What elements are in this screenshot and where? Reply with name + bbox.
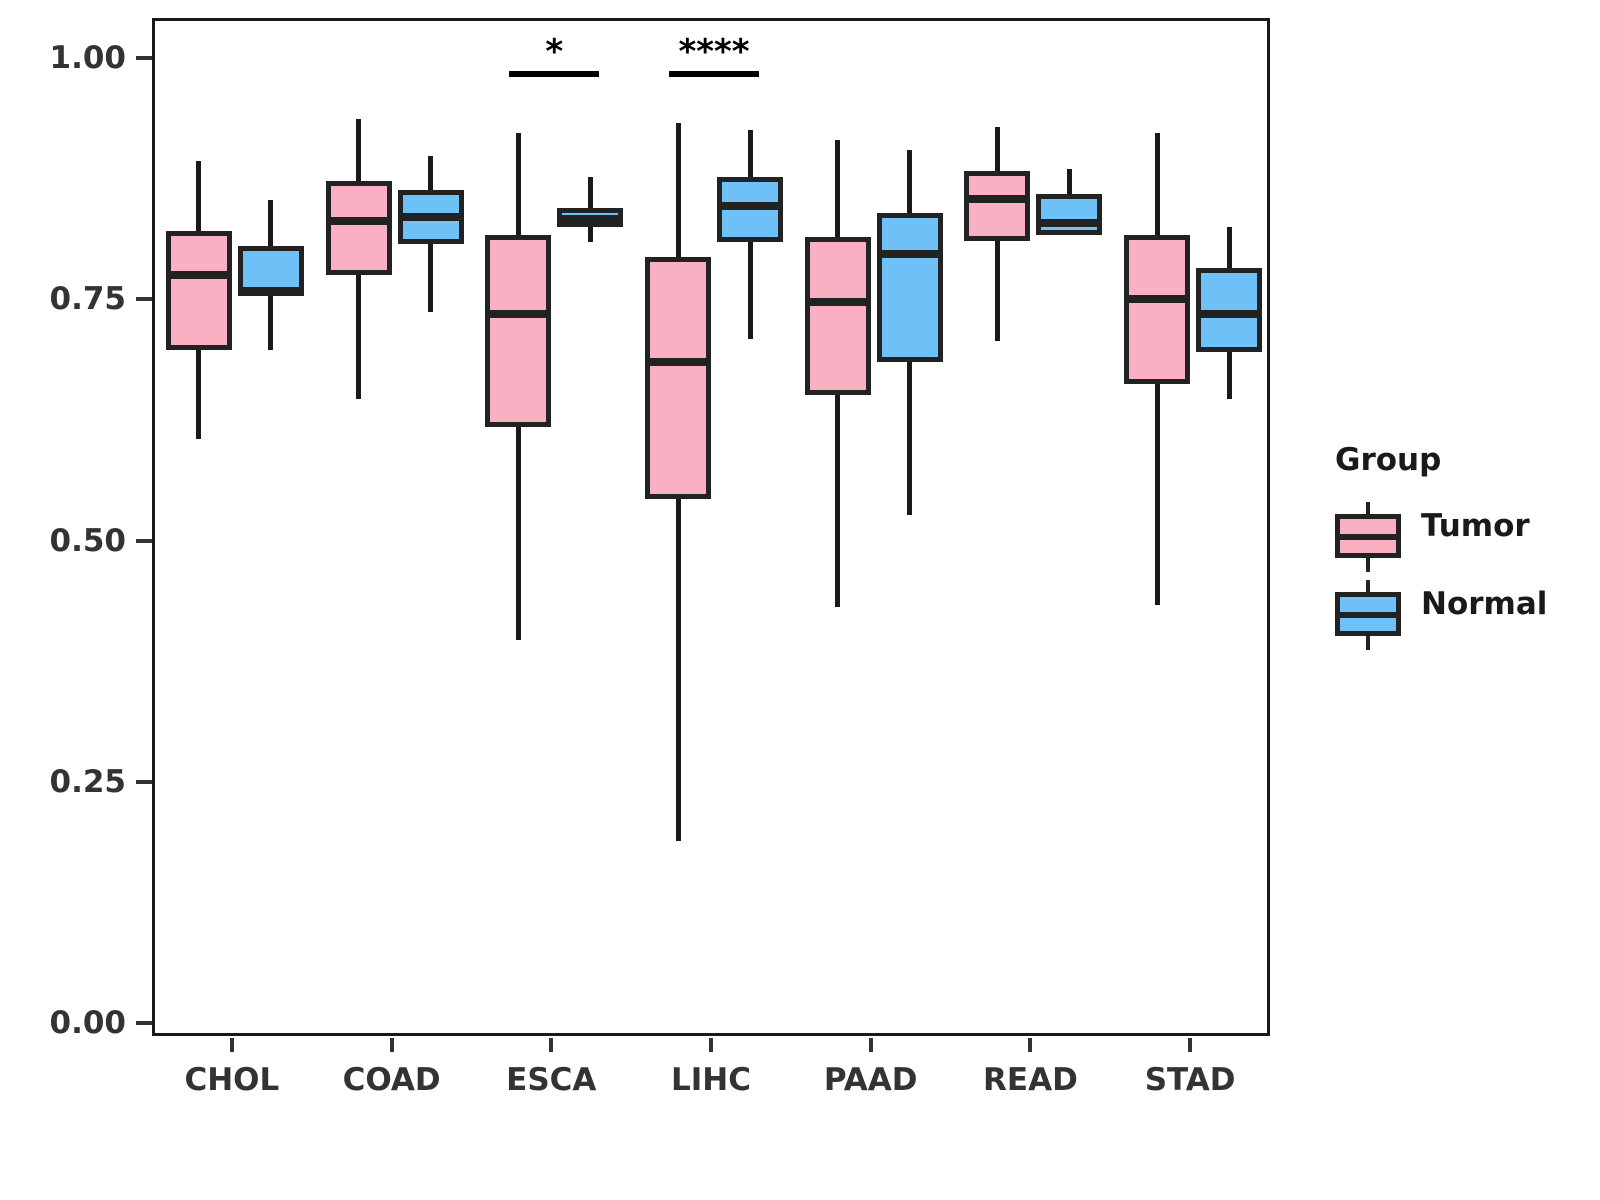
x-tick-label: ESCA (506, 1062, 597, 1098)
box-tumor-stad (1124, 234, 1191, 385)
x-tick-label: LIHC (671, 1062, 751, 1098)
legend-key-whisker-bottom (1366, 558, 1370, 572)
box-tumor-coad (325, 180, 392, 276)
box-normal-read (1036, 194, 1103, 235)
box-tumor-read (964, 171, 1031, 242)
box-median-line (325, 217, 392, 226)
y-tick-mark (136, 538, 152, 543)
y-tick-mark (136, 1021, 152, 1025)
box-tumor-lihc (645, 256, 711, 500)
legend-key-whisker-bottom (1366, 636, 1370, 650)
box-median-line (1196, 309, 1263, 318)
significance-label: * (545, 31, 564, 72)
x-tick-label: READ (983, 1062, 1078, 1098)
legend-key-median (1335, 534, 1401, 540)
box-median-line (237, 286, 304, 295)
x-tick-label: PAAD (823, 1062, 918, 1098)
box-median-line (876, 250, 943, 258)
box-median-line (717, 201, 783, 210)
box-median-line (397, 213, 464, 222)
box-median-line (645, 358, 711, 367)
legend-item-normal[interactable]: Normal (1335, 580, 1565, 650)
box-median-line (964, 194, 1031, 203)
x-tick-mark (549, 1038, 554, 1052)
x-tick-mark (868, 1038, 873, 1052)
box-tumor-esca (485, 234, 552, 427)
x-tick-mark (389, 1038, 394, 1052)
x-tick-mark (1188, 1038, 1193, 1052)
legend-key-whisker-top (1366, 502, 1370, 516)
legend-key-whisker-top (1366, 580, 1370, 594)
y-tick-label: 0.00 (49, 1005, 127, 1041)
box-tumor-paad (804, 236, 871, 395)
significance-bar (509, 70, 600, 77)
box-median-line (557, 215, 624, 224)
box-median-line (1124, 295, 1191, 304)
y-tick-mark (136, 297, 152, 302)
y-tick-label: 0.50 (49, 522, 127, 559)
box-median-line (485, 309, 552, 318)
box-tumor-chol (165, 230, 232, 351)
box-normal-paad (876, 213, 943, 363)
x-tick-label: COAD (342, 1062, 441, 1098)
x-tick-mark (229, 1038, 234, 1052)
x-tick-label: CHOL (184, 1062, 280, 1098)
legend-key-label: Normal (1421, 586, 1548, 622)
x-tick-mark (709, 1038, 713, 1052)
significance-label: **** (678, 31, 750, 72)
x-tick-mark (1028, 1038, 1033, 1052)
legend-key-label: Tumor (1421, 508, 1530, 544)
y-tick-label: 0.25 (49, 763, 127, 800)
plot-panel: * **** (152, 18, 1270, 1036)
significance-bar (669, 70, 759, 77)
y-tick-mark (136, 56, 152, 60)
box-median-line (804, 298, 871, 307)
y-tick-label: 1.00 (49, 40, 127, 76)
x-tick-label: STAD (1144, 1062, 1236, 1098)
y-tick-label: 0.75 (49, 281, 127, 318)
legend-key-median (1335, 612, 1401, 618)
box-median-line (1036, 219, 1103, 228)
legend-title: Group (1335, 442, 1442, 478)
legend-item-tumor[interactable]: Tumor (1335, 502, 1565, 572)
y-tick-mark (136, 779, 152, 784)
box-median-line (165, 271, 232, 280)
